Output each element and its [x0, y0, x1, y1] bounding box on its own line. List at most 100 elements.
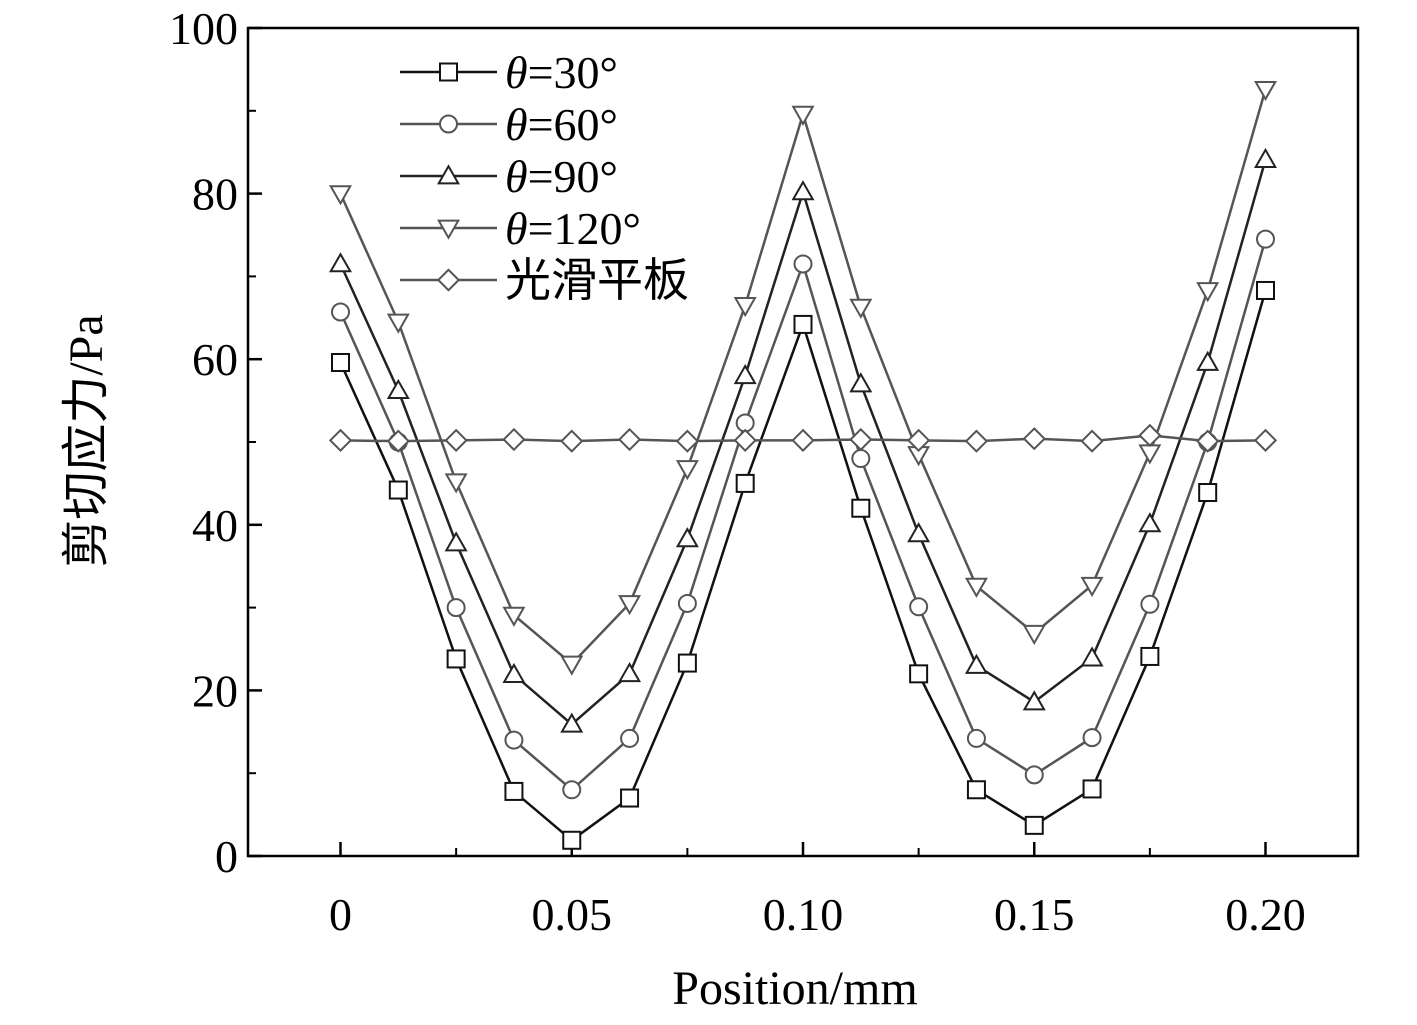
y-tick-label: 40: [192, 500, 238, 551]
data-point: [446, 649, 466, 669]
legend-item: θ=90°: [400, 151, 618, 202]
y-tick-label: 100: [169, 3, 238, 54]
data-point: [966, 780, 986, 800]
data-point: [1080, 646, 1104, 667]
data-point: [909, 597, 929, 617]
data-point: [618, 595, 642, 616]
legend-item: θ=30°: [400, 47, 618, 98]
data-point: [617, 427, 642, 452]
data-point: [560, 712, 584, 733]
data-point: [964, 577, 988, 598]
data-point: [618, 662, 642, 683]
y-tick-label: 60: [192, 334, 238, 385]
data-point: [735, 473, 755, 493]
data-point: [909, 664, 929, 684]
data-point: [386, 378, 410, 399]
data-point: [620, 728, 640, 748]
data-point: [791, 180, 815, 201]
x-tick-label: 0.05: [532, 889, 613, 940]
legend-item: 光滑平板: [400, 255, 689, 306]
data-point: [437, 219, 460, 240]
data-point: [733, 297, 757, 318]
data-point: [793, 314, 813, 334]
data-point: [1140, 646, 1160, 666]
data-point: [1140, 594, 1160, 614]
data-point: [1082, 779, 1102, 799]
legend-label: θ=30°: [505, 47, 618, 98]
data-point: [1080, 429, 1104, 453]
data-point: [388, 480, 408, 500]
data-point: [1198, 483, 1218, 503]
data-point: [1022, 427, 1046, 451]
data-point: [733, 428, 757, 452]
data-point: [502, 606, 526, 627]
data-point: [328, 428, 353, 452]
series-layer: [328, 80, 1278, 850]
data-point: [1080, 576, 1104, 598]
data-point: [1022, 624, 1046, 646]
data-point: [562, 780, 582, 800]
x-tick-label: 0.10: [763, 889, 844, 940]
data-point: [791, 105, 815, 126]
data-point: [620, 788, 640, 808]
data-point: [964, 653, 988, 674]
data-point: [964, 429, 989, 453]
data-point: [1196, 350, 1220, 371]
data-point: [677, 593, 697, 613]
x-axis-title: Position/mm: [672, 962, 917, 1015]
data-point: [329, 252, 352, 273]
data-point: [1256, 280, 1275, 300]
data-point: [849, 427, 873, 452]
data-point: [329, 185, 352, 206]
data-point: [851, 449, 871, 469]
legend-item: θ=120°: [400, 203, 641, 254]
data-point: [502, 662, 526, 683]
data-point: [675, 527, 699, 548]
data-point: [675, 429, 699, 453]
data-point: [1253, 428, 1278, 452]
data-point: [849, 372, 873, 393]
data-point: [1256, 229, 1275, 249]
data-point: [504, 730, 524, 750]
series-line: [339, 290, 1267, 842]
data-point: [793, 254, 813, 274]
data-point: [437, 164, 460, 185]
data-point: [562, 830, 582, 850]
data-point: [386, 429, 410, 453]
data-point: [444, 531, 468, 552]
series-group: [328, 423, 1278, 453]
y-tick-label: 80: [192, 169, 238, 220]
data-point: [1138, 423, 1162, 447]
y-axis-title: 剪切应力/Pa: [60, 314, 113, 567]
data-point: [560, 655, 584, 676]
y-tick-label: 20: [192, 665, 238, 716]
y-tick-label: 0: [215, 831, 238, 882]
legend-item: θ=60°: [400, 99, 618, 150]
data-point: [733, 363, 757, 385]
data-point: [849, 298, 873, 319]
legend-label: θ=60°: [505, 99, 618, 150]
data-point: [1138, 444, 1162, 465]
data-point: [1024, 815, 1044, 835]
data-point: [446, 598, 466, 618]
data-point: [439, 62, 458, 82]
data-point: [907, 522, 931, 543]
data-point: [331, 353, 350, 373]
legend-label: θ=90°: [505, 151, 618, 202]
legend-label: θ=120°: [505, 203, 641, 254]
data-point: [677, 653, 697, 673]
x-tick-label: 0.15: [994, 889, 1075, 940]
data-point: [907, 428, 931, 452]
x-tick-label: 0.20: [1225, 889, 1306, 940]
legend: θ=30°θ=60°θ=90°θ=120°光滑平板: [400, 47, 689, 306]
data-point: [675, 460, 699, 481]
data-point: [1022, 690, 1046, 711]
data-point: [439, 114, 458, 134]
data-point: [1138, 512, 1162, 533]
data-point: [444, 473, 468, 494]
data-point: [1254, 147, 1277, 168]
data-point: [1082, 728, 1102, 748]
series-group: [331, 280, 1275, 850]
data-point: [791, 428, 815, 452]
